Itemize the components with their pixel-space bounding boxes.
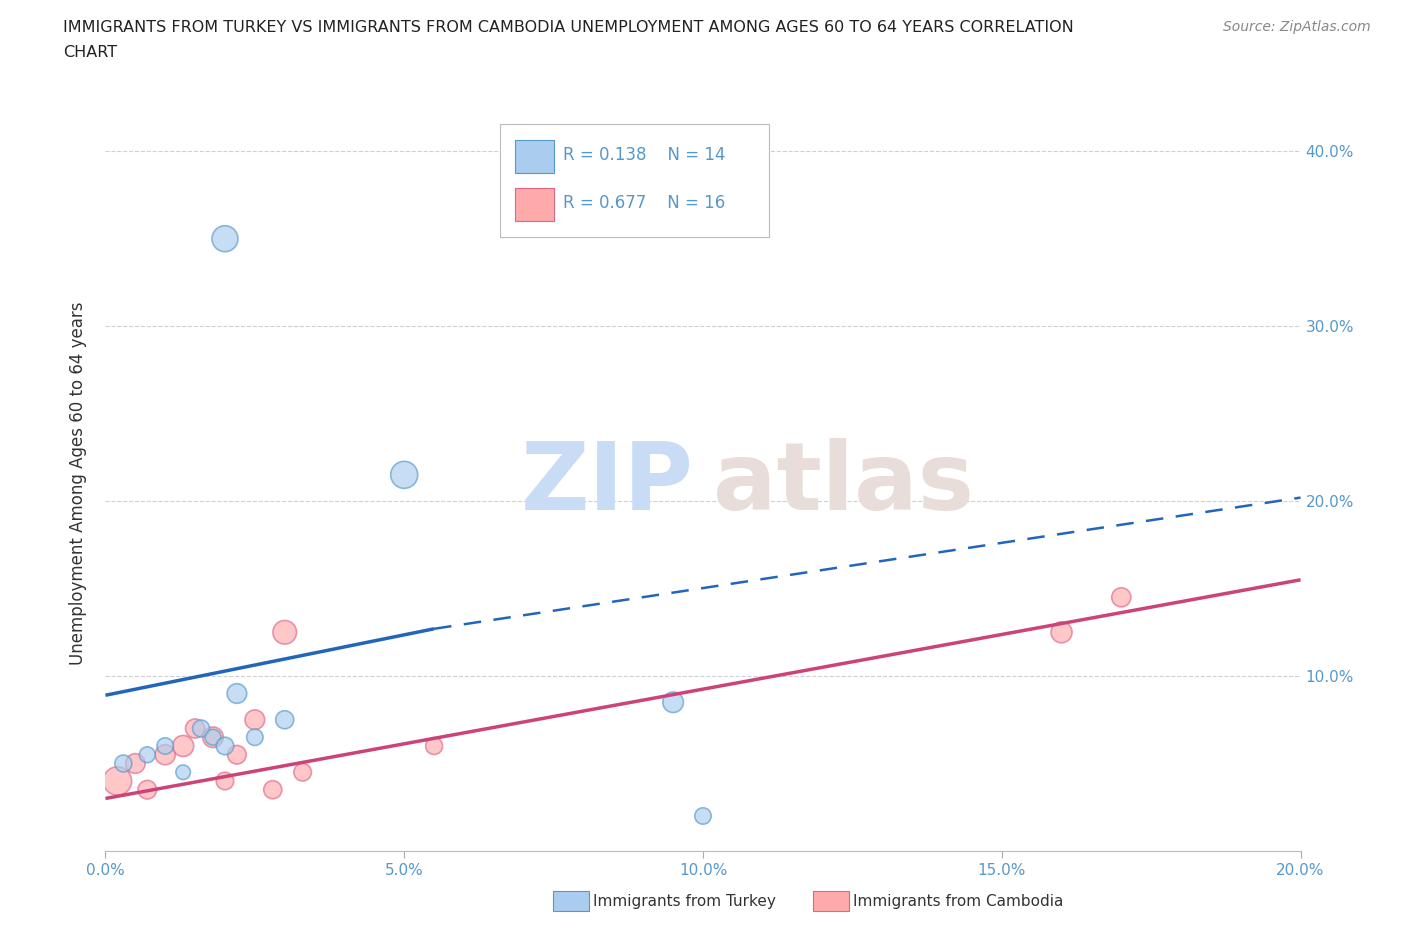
Point: [107, 774, 129, 789]
Point: [172, 738, 194, 753]
Point: [243, 730, 266, 745]
Point: [692, 808, 714, 823]
Text: ZIP: ZIP: [520, 438, 693, 529]
Point: [155, 738, 177, 753]
Text: atlas: atlas: [713, 438, 973, 529]
Point: [1050, 625, 1073, 640]
Point: [214, 774, 236, 789]
Point: [214, 738, 236, 753]
Text: Immigrants from Cambodia: Immigrants from Cambodia: [853, 894, 1064, 909]
Text: R = 0.138    N = 14: R = 0.138 N = 14: [564, 146, 725, 165]
Point: [423, 738, 446, 753]
Point: [214, 232, 236, 246]
Text: CHART: CHART: [63, 45, 117, 60]
Point: [225, 686, 249, 701]
Point: [202, 730, 225, 745]
Point: [136, 748, 159, 763]
Point: [225, 748, 249, 763]
FancyBboxPatch shape: [516, 188, 554, 220]
FancyBboxPatch shape: [516, 140, 554, 173]
Point: [291, 764, 314, 779]
Point: [394, 468, 416, 483]
FancyBboxPatch shape: [501, 124, 769, 237]
Text: Source: ZipAtlas.com: Source: ZipAtlas.com: [1223, 20, 1371, 34]
Point: [1111, 590, 1133, 604]
Y-axis label: Unemployment Among Ages 60 to 64 years: Unemployment Among Ages 60 to 64 years: [69, 302, 87, 665]
Text: Immigrants from Turkey: Immigrants from Turkey: [593, 894, 776, 909]
Text: IMMIGRANTS FROM TURKEY VS IMMIGRANTS FROM CAMBODIA UNEMPLOYMENT AMONG AGES 60 TO: IMMIGRANTS FROM TURKEY VS IMMIGRANTS FRO…: [63, 20, 1074, 35]
Point: [662, 695, 685, 710]
Point: [190, 721, 212, 736]
Point: [124, 756, 146, 771]
Point: [155, 748, 177, 763]
Text: R = 0.677    N = 16: R = 0.677 N = 16: [564, 194, 725, 212]
Point: [262, 782, 284, 797]
Point: [172, 764, 194, 779]
Point: [243, 712, 266, 727]
Point: [273, 712, 295, 727]
Point: [112, 756, 135, 771]
Point: [136, 782, 159, 797]
Point: [184, 721, 207, 736]
Point: [273, 625, 295, 640]
Point: [202, 730, 225, 745]
